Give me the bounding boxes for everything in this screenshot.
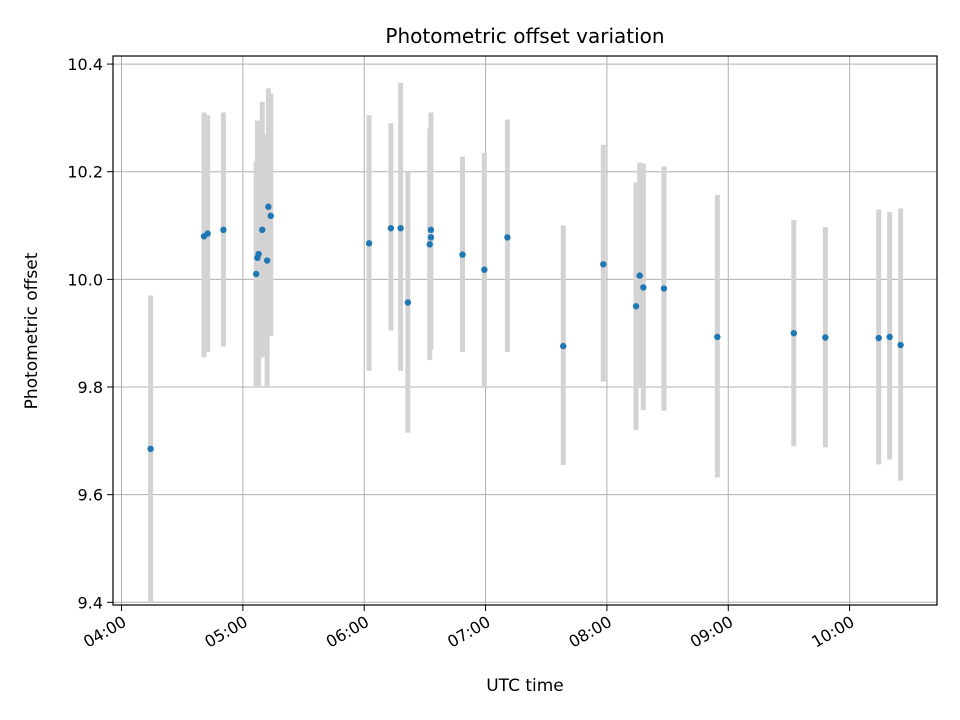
data-point	[660, 285, 668, 292]
data-point	[220, 226, 227, 234]
y-tick-label: 9.6	[78, 486, 103, 505]
data-point	[790, 329, 798, 337]
data-point	[263, 257, 271, 264]
data-point	[255, 250, 262, 258]
data-point	[426, 241, 433, 248]
data-point	[259, 226, 266, 234]
data-point	[886, 333, 893, 341]
data-point	[387, 225, 395, 232]
data-point	[822, 334, 829, 341]
data-point	[636, 272, 643, 279]
data-point	[481, 266, 488, 273]
data-point	[147, 445, 154, 453]
y-tick-label: 9.8	[78, 378, 103, 397]
data-point	[267, 212, 274, 220]
grid	[113, 56, 937, 605]
data-point	[252, 270, 260, 278]
data-point	[204, 230, 211, 237]
data-point	[897, 341, 904, 349]
y-axis: 9.4 9.6 9.8 10.0 10.2 10.4	[67, 55, 113, 612]
data-point	[640, 284, 647, 291]
data-point	[560, 342, 567, 350]
data-point	[397, 225, 404, 232]
data-point	[427, 226, 435, 234]
x-axis-title: UTC time	[486, 676, 564, 696]
data-point	[875, 334, 882, 342]
data-point	[459, 251, 466, 258]
y-tick-label: 9.4	[78, 593, 103, 612]
data-point	[365, 240, 373, 247]
y-axis-title: Photometric offset	[22, 252, 42, 409]
data-point	[504, 234, 511, 241]
data-points	[147, 203, 904, 453]
data-point	[404, 299, 412, 306]
data-point	[265, 203, 272, 210]
data-point	[600, 261, 607, 268]
data-point	[427, 234, 435, 241]
chart-title: Photometric offset variation	[385, 24, 664, 48]
y-tick-label: 10.2	[67, 163, 103, 182]
data-point	[632, 303, 640, 310]
y-tick-label: 10.4	[67, 55, 103, 74]
plot-area	[113, 56, 937, 605]
data-point	[714, 333, 721, 341]
plot-frame	[112, 55, 938, 606]
y-tick-label: 10.0	[67, 270, 103, 289]
